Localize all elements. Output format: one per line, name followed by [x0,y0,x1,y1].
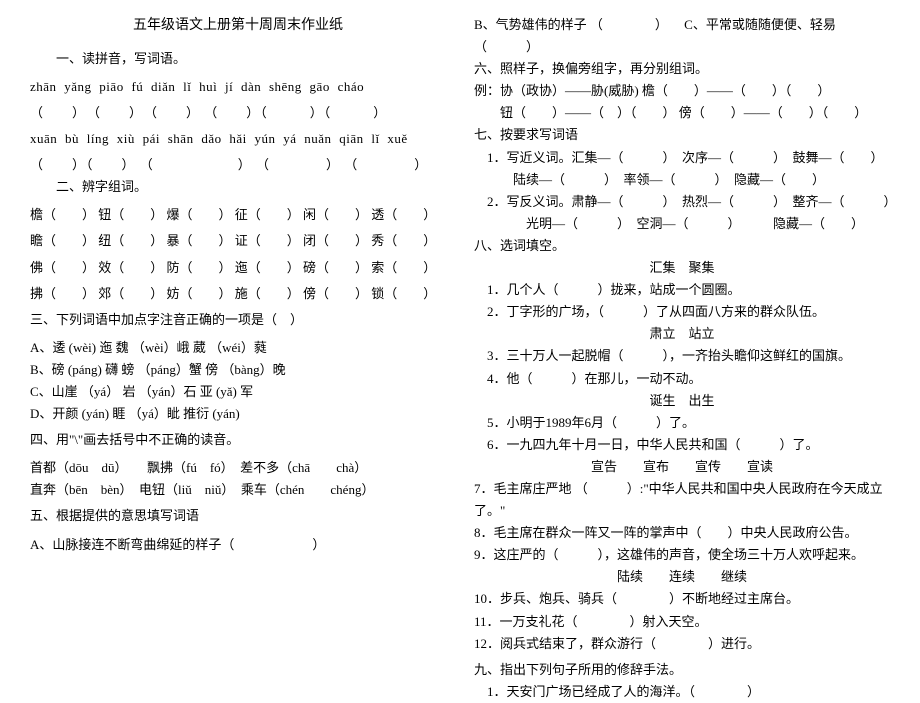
section-1-header: 一、读拼音，写词语。 [30,48,446,70]
paren-row-2: （ ）（ ） （ ） （ ） （ ） [30,154,446,176]
s7-l1: 1．写近义词。汇集—（ ） 次序—（ ） 鼓舞—（ ） [474,147,890,169]
s8-group-4: 宣告 宣布 宣传 宣读 [474,456,890,478]
s8-q2: 2．丁字形的广场，（ ）了从四面八方来的群众队伍。 [474,301,890,323]
s6-ex1: 例：协（政协）——胁(威胁) 檐（ ）——（ ）（ ） [474,80,890,102]
option-c: C、山崖 （yá） 岩 （yán）石 亚 (yǎ) 军 [30,381,446,403]
s4-line-2: 直奔（bēn bèn） 电钮（liǔ niǔ） 乘车（chén chéng） [30,479,446,501]
section-3-header: 三、下列词语中加点字注音正确的一项是（ ） [30,309,446,331]
page-title: 五年级语文上册第十周周末作业纸 [30,14,446,38]
section-7-header: 七、按要求写词语 [474,124,890,146]
s7-l4: 光明—（ ） 空洞—（ ） 隐藏—（ ） [474,213,890,235]
s8-group-2: 肃立 站立 [474,323,890,345]
s8-q9: 9．这庄严的（ ），这雄伟的声音，使全场三十万人欢呼起来。 [474,544,890,566]
right-column: B、气势雄伟的样子 （ ） C、平常或随随便便、轻易（ ） 六、照样子，换偏旁组… [474,14,890,703]
left-column: 五年级语文上册第十周周末作业纸 一、读拼音，写词语。 zhān yǎng piā… [30,14,446,703]
s5-a: A、山脉接连不断弯曲绵延的样子（ ） [30,534,446,556]
section-4-header: 四、用"\"画去括号中不正确的读音。 [30,429,446,451]
s8-q12: 12．阅兵式结束了，群众游行（ ）进行。 [474,633,890,655]
section-8-header: 八、选词填空。 [474,235,890,257]
option-a: A、逶 (wèi) 迤 魏 （wèi）峨 葳 （wéi）蕤 [30,337,446,359]
s8-group-3: 诞生 出生 [474,390,890,412]
s8-q7: 7．毛主席庄严地 （ ）:"中华人民共和国中央人民政府在今天成立了。" [474,478,890,522]
s8-q4: 4．他（ ）在那儿，一动不动。 [474,368,890,390]
chars-row-4: 拂（ ） 郊（ ） 妨（ ） 施（ ） 傍（ ） 锁（ ） [30,283,446,305]
s8-q8: 8．毛主席在群众一阵又一阵的掌声中（ ）中央人民政府公告。 [474,522,890,544]
s8-q1: 1．几个人（ ）拢来，站成一个圆圈。 [474,279,890,301]
paren-row-1: （ ） （ ） （ ） （ ）（ ）（ ） [30,102,446,124]
option-b: B、磅 (páng) 礴 螃 （páng）蟹 傍 （bàng）晚 [30,359,446,381]
option-d: D、开颜 (yán) 睚 （yá）眦 推衍 (yán) [30,403,446,425]
section-9-header: 九、指出下列句子所用的修辞手法。 [474,659,890,681]
chars-row-3: 佛（ ） 效（ ） 防（ ） 迤（ ） 磅（ ） 索（ ） [30,257,446,279]
s4-line-1: 首都（dōu dū） 飘拂（fú fó） 差不多（chā chà） [30,457,446,479]
s8-group-5: 陆续 连续 继续 [474,566,890,588]
chars-row-2: 瞻（ ） 纽（ ） 暴（ ） 证（ ） 闭（ ） 秀（ ） [30,230,446,252]
s8-q3: 3．三十万人一起脱帽（ ），一齐抬头瞻仰这鲜红的国旗。 [474,345,890,367]
s8-group-1: 汇集 聚集 [474,257,890,279]
pinyin-row-1: zhān yǎng piāo fú diǎn lǐ huì jí dàn shē… [30,76,446,98]
s8-q11: 11．一万支礼花（ ）射入天空。 [474,611,890,633]
s8-q6: 6．一九四九年十月一日，中华人民共和国（ ）了。 [474,434,890,456]
section-5-header: 五、根据提供的意思填写词语 [30,505,446,527]
s6-ex2: 钮（ ）——（ ）（ ） 傍（ ）——（ ）（ ） [474,102,890,124]
s5-b: B、气势雄伟的样子 （ ） C、平常或随随便便、轻易（ ） [474,14,890,58]
s9-q1: 1．天安门广场已经成了人的海洋。（ ） [474,681,890,703]
s8-q10: 10．步兵、炮兵、骑兵（ ）不断地经过主席台。 [474,588,890,610]
s7-l3: 2．写反义词。肃静—（ ） 热烈—（ ） 整齐—（ ） [474,191,890,213]
pinyin-row-2: xuān bù líng xiù pái shān dǎo hǎi yún yá… [30,128,446,150]
section-6-header: 六、照样子，换偏旁组字，再分别组词。 [474,58,890,80]
s8-q5: 5．小明于1989年6月（ ）了。 [474,412,890,434]
section-2-header: 二、辨字组词。 [30,176,446,198]
s7-l2: 陆续—（ ） 率领—（ ） 隐藏—（ ） [474,169,890,191]
chars-row-1: 檐（ ） 钮（ ） 爆（ ） 征（ ） 闲（ ） 透（ ） [30,204,446,226]
